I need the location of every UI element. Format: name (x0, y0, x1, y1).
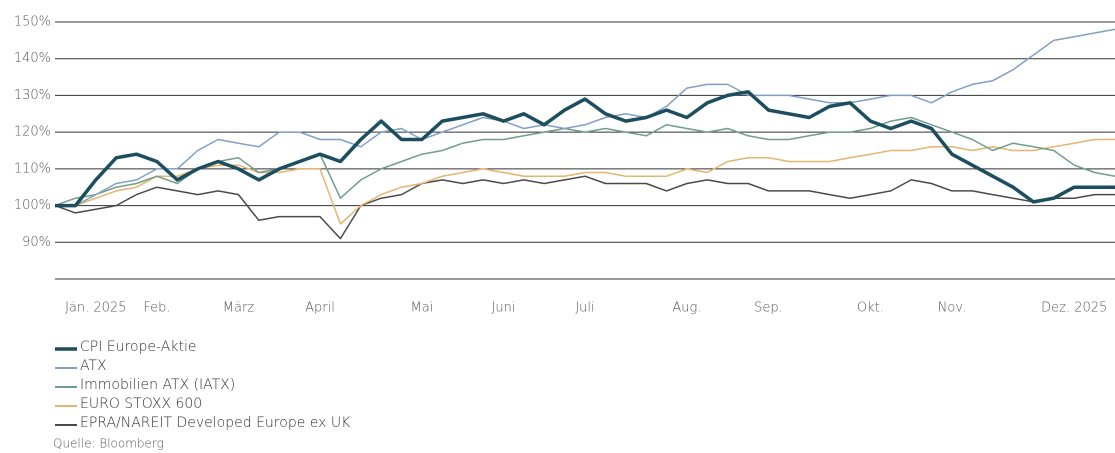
x-tick-label: Dez. 2025 (1041, 301, 1107, 316)
x-tick-label: Juni (491, 301, 515, 316)
x-tick-label: Mai (411, 301, 434, 316)
series-line (55, 138, 1115, 225)
x-tick-label: Okt. (857, 301, 884, 316)
y-tick-label: 150% (14, 15, 51, 30)
x-tick-label: Sep. (754, 301, 783, 316)
legend-label: ATX (80, 358, 107, 374)
series-line (55, 90, 1115, 208)
x-tick-label: Jän. 2025 (65, 301, 126, 316)
source-note: Quelle: Bloomberg (53, 437, 164, 451)
legend-label: EPRA/NAREIT Developed Europe ex UK (80, 415, 351, 431)
x-tick-label: Aug. (672, 301, 701, 316)
legend-label: EURO STOXX 600 (80, 396, 202, 412)
x-tick-label: März (223, 301, 255, 316)
y-tick-label: 100% (14, 198, 51, 213)
series-line (55, 28, 1115, 207)
x-tick-label: Juli (575, 301, 594, 316)
x-tick-label: Feb. (143, 301, 170, 316)
y-tick-label: 140% (14, 51, 51, 66)
y-tick-label: 120% (14, 125, 51, 140)
x-tick-label: Nov. (938, 301, 967, 316)
legend-label: CPI Europe-Aktie (80, 339, 196, 355)
y-tick-label: 130% (14, 88, 51, 103)
x-tick-label: April (305, 301, 335, 316)
legend-label: Immobilien ATX (IATX) (80, 377, 235, 393)
series-line (54, 116, 1115, 207)
y-tick-label: 90% (22, 235, 51, 250)
series-line (54, 175, 1115, 240)
y-tick-label: 110% (14, 161, 51, 176)
